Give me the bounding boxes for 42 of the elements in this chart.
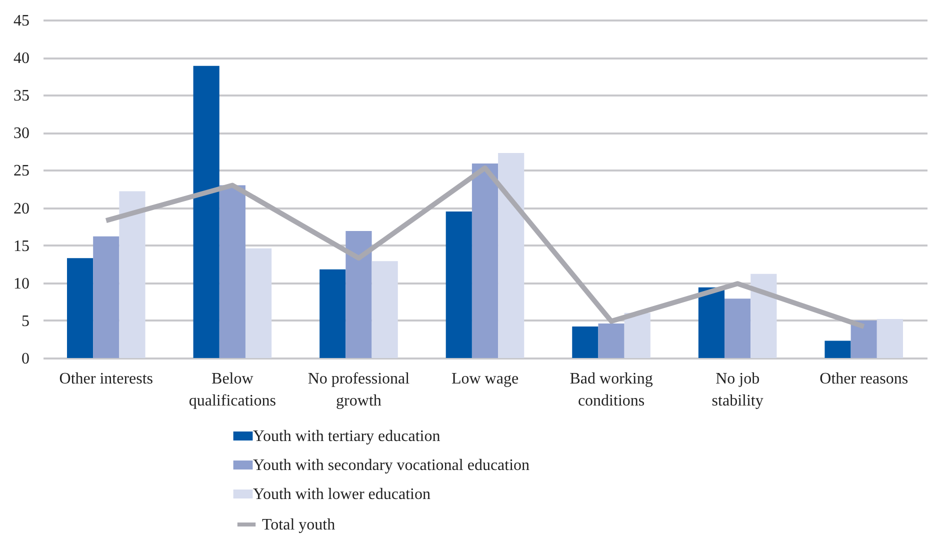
y-tick-label: 25 <box>14 162 30 180</box>
x-tick-label: Other interests <box>59 370 154 388</box>
y-tick-label: 5 <box>22 312 30 330</box>
bar <box>850 320 877 358</box>
x-tick-label: Other reasons <box>820 370 908 388</box>
legend-label: Youth with lower education <box>253 486 430 503</box>
bar <box>245 248 272 358</box>
bar <box>346 231 372 358</box>
y-tick-label: 40 <box>14 50 30 68</box>
bar <box>119 191 146 358</box>
legend-label: Total youth <box>262 516 336 534</box>
bar <box>724 298 751 358</box>
bar <box>372 261 398 358</box>
x-tick-label: Low wage <box>451 370 519 388</box>
bar <box>472 163 498 358</box>
bar <box>219 185 246 358</box>
bar <box>876 318 904 358</box>
legend-label: Youth with secondary vocational education <box>253 457 530 474</box>
x-tick-label: Below qualifications <box>188 370 276 410</box>
bar <box>93 236 120 358</box>
x-tick-label: No job stability <box>712 370 764 410</box>
bar <box>320 269 346 358</box>
bar <box>698 287 725 358</box>
x-tick-label: Bad working conditions <box>570 370 653 410</box>
y-tick-label: 35 <box>14 88 30 105</box>
y-tick-label: 15 <box>14 238 30 255</box>
bar <box>598 323 624 358</box>
y-tick-label: 0 <box>22 350 30 368</box>
y-tick-label: 20 <box>14 200 30 218</box>
bar <box>572 326 598 358</box>
y-tick-label: 45 <box>14 12 30 30</box>
bar <box>824 340 851 358</box>
bar <box>193 66 220 358</box>
legend-label: Youth with tertiary education <box>253 428 440 445</box>
bar <box>624 312 650 358</box>
bar <box>498 152 524 358</box>
y-tick-label: 30 <box>14 125 30 142</box>
bar <box>66 258 94 358</box>
bar <box>750 274 777 358</box>
y-tick-label: 10 <box>14 275 30 292</box>
x-tick-label: No professional growth <box>308 370 410 410</box>
bar <box>446 212 472 358</box>
